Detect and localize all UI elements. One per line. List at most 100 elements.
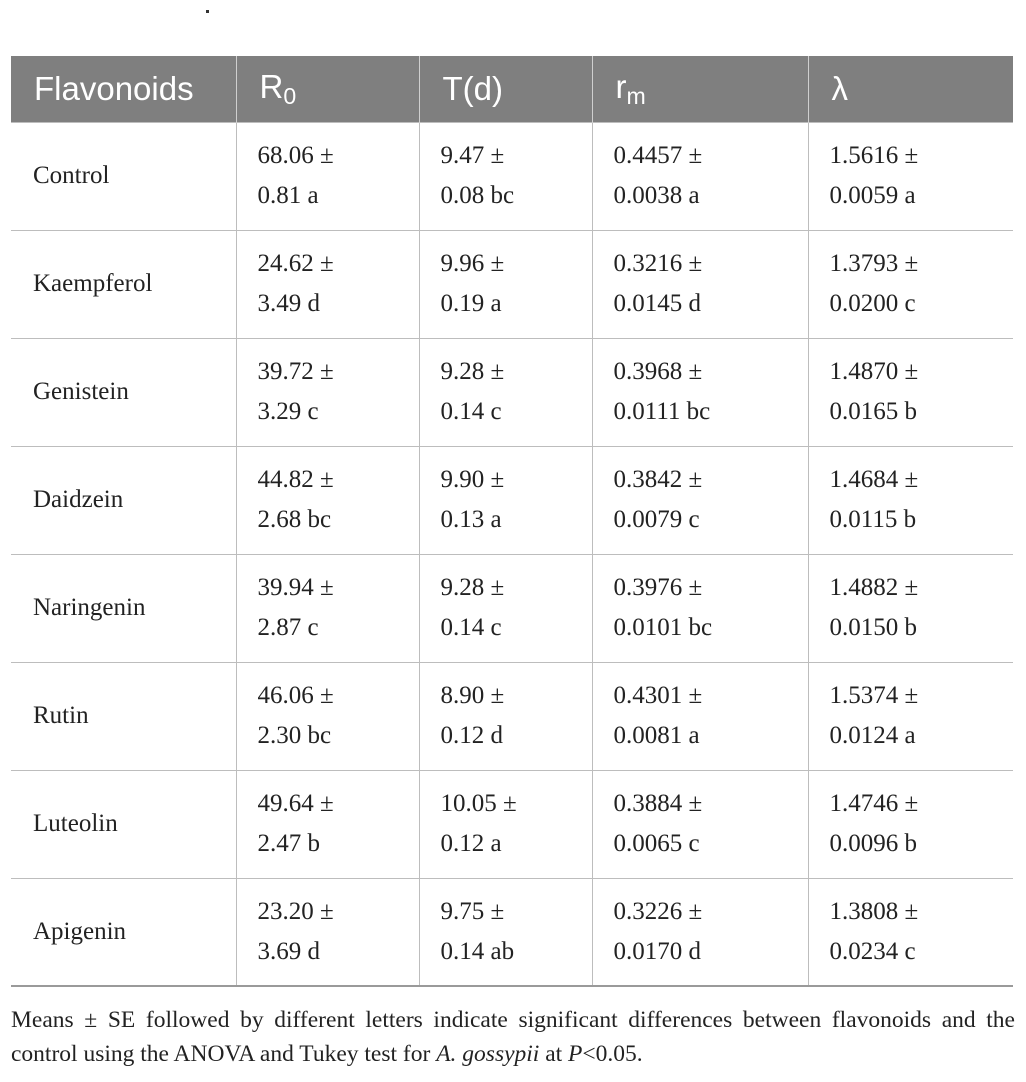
t-value-line: 0.14 ab (440, 937, 515, 965)
rm-value-line: 0.0038 a (613, 182, 700, 209)
lambda-cell: 1.4746 ± 0.0096 b (807, 769, 1013, 878)
t-value-line: 9.75 ± (440, 897, 505, 925)
header-r0: R0 (235, 56, 419, 122)
r0-value-line: 0.81 a (257, 182, 319, 209)
r0-value-line: 2.68 bc (257, 506, 332, 533)
t-value-line: 0.14 c (440, 398, 502, 425)
t-cell: 9.28 ± 0.14 c (418, 553, 592, 662)
rm-value-line: 0.3968 ± (613, 358, 703, 385)
header-lambda: λ (807, 56, 1013, 122)
t-value-line: 0.12 a (440, 830, 502, 857)
t-cell: 9.75 ± 0.14 ab (418, 877, 592, 986)
rm-cell: 0.3216 ± 0.0145 d (591, 229, 808, 338)
rm-value-line: 0.3226 ± (613, 897, 703, 925)
rm-value-line: 0.0145 d (613, 290, 702, 317)
lambda-value-line: 0.0150 b (829, 614, 918, 641)
lambda-value-line: 0.0200 c (829, 290, 916, 317)
r0-cell: 23.20 ± 3.69 d (235, 877, 419, 986)
rm-cell: 0.4301 ± 0.0081 a (591, 661, 808, 770)
r0-value-line: 39.72 ± (257, 358, 334, 385)
r0-value-line: 2.47 b (257, 830, 321, 857)
t-value-line: 0.12 d (440, 722, 504, 749)
table-row: Luteolin 49.64 ± 2.47 b 10.05 ± 0.12 a 0.3884… (11, 769, 1013, 878)
lambda-value-line: 0.0234 c (829, 937, 916, 965)
rm-value-line: 0.0111 bc (613, 398, 711, 425)
rm-value-line: 0.3884 ± (613, 790, 703, 817)
table-row: Rutin 46.06 ±2.30 bc 8.90 ±0.12 d 0.4301 ±0… (11, 661, 1013, 770)
rm-value-line: 0.0079 c (613, 506, 700, 533)
r0-value-line: 24.62 ± (257, 250, 334, 277)
lambda-value-line: 0.0059 a (829, 182, 916, 209)
rm-cell: 0.3842 ± 0.0079 c (591, 445, 808, 554)
flavonoid-name-cell: Apigenin (11, 877, 236, 986)
rm-value-line: 0.0101 bc (613, 614, 713, 641)
t-value-line: 0.14 c (440, 614, 502, 641)
r0-value-line: 3.29 c (257, 398, 319, 425)
r0-cell: 49.64 ± 2.47 b (235, 769, 419, 878)
rm-cell: 0.3976 ± 0.0101 bc (591, 553, 808, 662)
r0-value-line: 39.94 ± (257, 574, 334, 601)
r0-value-line: 46.06 ± (257, 682, 334, 709)
r0-value-line: 2.30 bc (257, 722, 332, 749)
stray-dot-mark (206, 10, 209, 13)
lambda-cell: 1.4870 ± 0.0165 b (807, 337, 1013, 446)
r0-value-line: 3.49 d (257, 290, 321, 317)
flavonoid-name-cell: Control (11, 121, 236, 230)
header-t: T(d) (418, 56, 592, 122)
lambda-cell: 1.5374 ± 0.0124 a (807, 661, 1013, 770)
r0-value-line: 3.69 d (257, 937, 321, 965)
t-cell: 9.96 ± 0.19 a (418, 229, 592, 338)
flavonoid-name-cell: Genistein (11, 337, 236, 446)
rm-value-line: 0.3976 ± (613, 574, 703, 601)
header-rm: rm (591, 56, 808, 122)
r0-value-line: 2.87 c (257, 614, 319, 641)
t-value-line: 0.08 bc (440, 182, 515, 209)
flavonoid-name-cell: Kaempferol (11, 229, 236, 338)
r0-value-line: 49.64 ± (257, 790, 334, 817)
r0-value-line: 68.06 ± (257, 142, 334, 169)
flavonoids-table: Flavonoids R0 T(d) rm λ Control 68.06 ± 0.… (11, 56, 1013, 987)
flavonoid-name-cell: Rutin (11, 661, 236, 770)
rm-cell: 0.3884 ± 0.0065 c (591, 769, 808, 878)
lambda-value-line: 0.0165 b (829, 398, 918, 425)
lambda-value-line: 0.0124 a (829, 722, 916, 749)
lambda-value-line: 1.4746 ± (829, 790, 919, 817)
rm-value-line: 0.0065 c (613, 830, 700, 857)
t-value-line: 9.28 ± (440, 574, 505, 601)
flavonoid-name-cell: Luteolin (11, 769, 236, 878)
table-row: Apigenin 23.20 ± 3.69 d 9.75 ± 0.14 ab 0.3226… (11, 877, 1013, 986)
lambda-cell: 1.5616 ± 0.0059 a (807, 121, 1013, 230)
lambda-value-line: 1.3808 ± (829, 897, 919, 925)
r0-cell: 44.82 ± 2.68 bc (235, 445, 419, 554)
t-value-line: 10.05 ± (440, 790, 517, 817)
t-value-line: 9.90 ± (440, 466, 505, 493)
r0-cell: 46.06 ± 2.30 bc (235, 661, 419, 770)
rm-value-line: 0.3842 ± (613, 466, 703, 493)
r0-cell: 39.94 ± 2.87 c (235, 553, 419, 662)
t-cell: 8.90 ± 0.12 d (418, 661, 592, 770)
t-cell: 10.05 ± 0.12 a (418, 769, 592, 878)
lambda-value-line: 1.4882 ± (829, 574, 919, 601)
t-cell: 9.47 ± 0.08 bc (418, 121, 592, 230)
lambda-value-line: 1.4870 ± (829, 358, 919, 385)
rm-value-line: 0.4457 ± (613, 142, 703, 169)
t-value-line: 9.28 ± (440, 358, 505, 385)
lambda-value-line: 0.0115 b (829, 506, 917, 533)
rm-value-line: 0.0170 d (613, 937, 702, 965)
r0-cell: 39.72 ± 3.29 c (235, 337, 419, 446)
t-cell: 9.90 ± 0.13 a (418, 445, 592, 554)
lambda-cell: 1.3808 ± 0.0234 c (807, 877, 1013, 986)
rm-cell: 0.3226 ± 0.0170 d (591, 877, 808, 986)
t-value-line: 8.90 ± (440, 682, 505, 709)
t-value-line: 9.96 ± (440, 250, 505, 277)
lambda-cell: 1.4684 ± 0.0115 b (807, 445, 1013, 554)
lambda-value-line: 1.5616 ± (829, 142, 919, 169)
rm-value-line: 0.4301 ± (613, 682, 703, 709)
lambda-cell: 1.3793 ± 0.0200 c (807, 229, 1013, 338)
r0-cell: 24.62 ± 3.49 d (235, 229, 419, 338)
table-footnote: Means ± SE followed by different letters… (11, 1007, 1015, 1067)
t-cell: 9.28 ± 0.14 c (418, 337, 592, 446)
table-row: Control 68.06 ± 0.81 a 9.47 ± 0.08 bc 0.4457 … (11, 121, 1013, 230)
lambda-value-line: 0.0096 b (829, 830, 918, 857)
table-header-row: Flavonoids R0 T(d) rm λ (11, 56, 1013, 122)
